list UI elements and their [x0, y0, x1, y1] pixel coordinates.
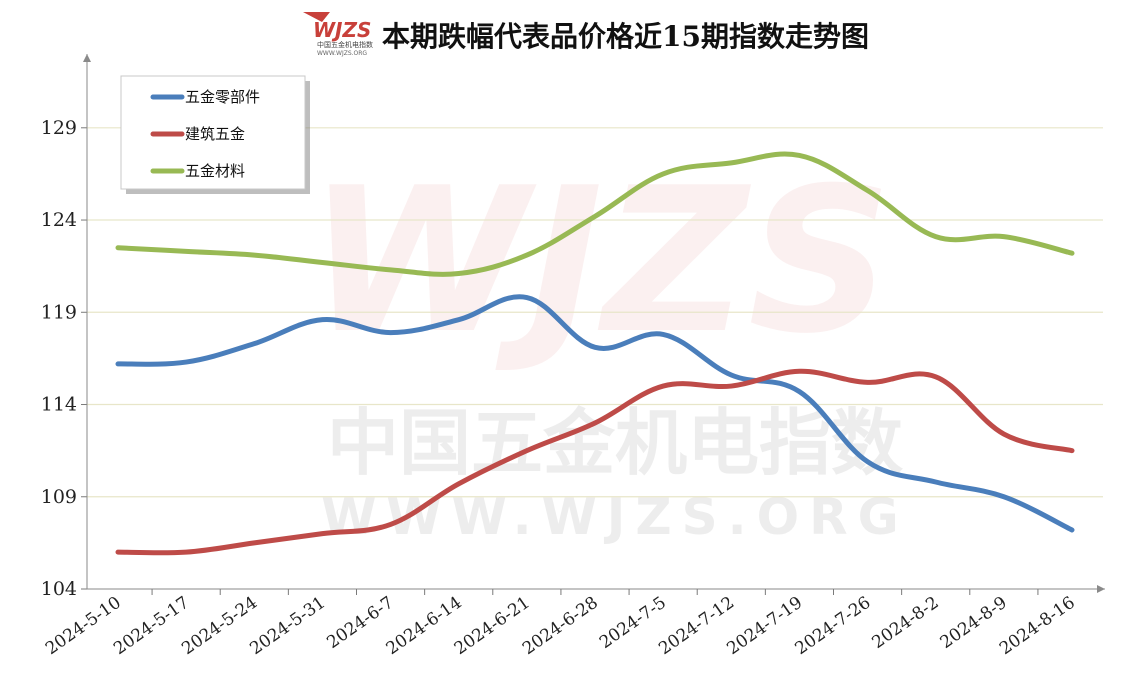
x-tick-label: 2024-5-17	[110, 593, 193, 659]
watermark: WJZS 中国五金机电指数 WWW.WJZS.ORG	[308, 145, 908, 546]
x-axis-arrow-icon	[1097, 585, 1105, 593]
watermark-logo-text: WJZS	[308, 145, 892, 378]
gridlines	[87, 127, 1103, 498]
y-tick-label: 114	[41, 394, 77, 416]
x-tick-label: 2024-5-31	[246, 593, 329, 659]
logo-sub-text: 中国五金机电指数	[317, 40, 373, 49]
series-line	[115, 294, 1075, 533]
legend-label: 五金材料	[185, 162, 245, 180]
legend-label: 建筑五金	[185, 125, 245, 143]
axes	[81, 54, 1105, 595]
watermark-cn-text: 中国五金机电指数	[327, 401, 903, 485]
x-tick-label: 2024-8-16	[996, 593, 1079, 659]
chart-title: 本期跌幅代表品价格近15期指数走势图	[382, 20, 869, 53]
x-tick-label: 2024-7-12	[655, 593, 738, 659]
x-tick-label: 2024-5-24	[178, 593, 261, 659]
x-tick-label: 2024-8-2	[869, 593, 943, 653]
x-tick-label: 2024-6-21	[451, 593, 534, 659]
logo-url-text: WWW.WJZS.ORG	[317, 50, 367, 57]
y-axis-arrow-icon	[83, 54, 91, 62]
logo-text: WJZS	[313, 18, 371, 42]
logo-arrow-icon	[303, 12, 330, 22]
y-tick-label: 109	[41, 486, 77, 508]
x-tick-label: 2024-5-10	[42, 593, 125, 659]
y-tick-label: 119	[41, 301, 77, 323]
y-tick-label: 124	[41, 209, 77, 231]
watermark-url-text: WWW.WJZS.ORG	[321, 488, 908, 546]
series-lines	[115, 151, 1075, 556]
x-tick-label: 2024-7-19	[723, 593, 806, 659]
legend-label: 五金零部件	[185, 88, 260, 106]
x-tick-label: 2024-6-28	[519, 593, 602, 659]
x-tick-label: 2024-6-14	[383, 593, 466, 659]
y-tick-label: 104	[41, 578, 77, 600]
x-tick-label: 2024-7-26	[792, 593, 875, 659]
logo: WJZS 中国五金机电指数 WWW.WJZS.ORG	[303, 12, 373, 57]
y-tick-labels: 104 109 114 119 124 129	[41, 117, 77, 600]
y-tick-label: 129	[41, 117, 77, 139]
